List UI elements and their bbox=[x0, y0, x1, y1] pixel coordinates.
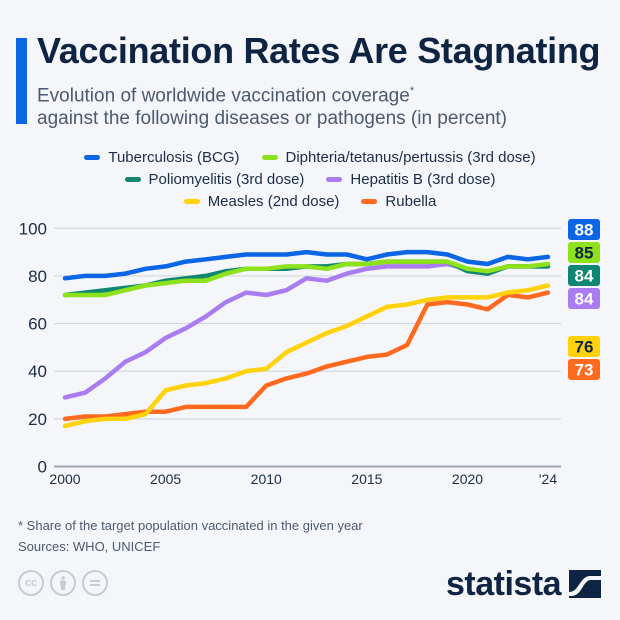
legend-item-rubella: Rubella bbox=[361, 193, 436, 210]
legend-label-bcg: Tuberculosis (BCG) bbox=[108, 148, 240, 166]
attribution-icon[interactable] bbox=[50, 570, 76, 596]
end-label-badge: 84 bbox=[568, 288, 600, 309]
legend-swatch-measles bbox=[183, 198, 200, 204]
end-label-value: 76 bbox=[575, 338, 594, 357]
x-tick-label: '24 bbox=[539, 471, 557, 487]
statista-logo-icon bbox=[569, 570, 602, 598]
y-tick-label: 80 bbox=[28, 267, 47, 286]
x-tick-label: 2010 bbox=[251, 471, 282, 487]
x-tick-label: 2000 bbox=[49, 471, 80, 487]
license-icons: cc bbox=[18, 570, 108, 596]
legend-item-polio: Poliomyelitis (3rd dose) bbox=[124, 170, 305, 188]
statista-wordmark: statista bbox=[446, 565, 562, 603]
legend-item-hepb: Hepatitis B (3rd dose) bbox=[326, 171, 495, 188]
footnote: * Share of the target population vaccina… bbox=[18, 518, 363, 533]
legend-row: Measles (2nd dose) Rubella bbox=[0, 190, 620, 212]
legend-row: Poliomyelitis (3rd dose) Hepatitis B (3r… bbox=[0, 168, 620, 190]
legend-item-bcg: Tuberculosis (BCG) bbox=[84, 148, 240, 166]
end-label-bg bbox=[568, 288, 600, 309]
end-value-labels: 88 85 84 84 76 73 bbox=[568, 219, 600, 380]
no-derivatives-icon[interactable] bbox=[82, 570, 108, 596]
x-tick-label: 2005 bbox=[150, 471, 181, 487]
series-line-4 bbox=[62, 283, 551, 429]
series-lines bbox=[62, 249, 551, 429]
x-axis-ticks: 2000 2005 2010 2015 2020 '24 bbox=[49, 471, 557, 487]
end-label-value: 73 bbox=[575, 361, 594, 380]
series-line-0 bbox=[62, 249, 551, 281]
subtitle-line-2: against the following diseases or pathog… bbox=[37, 108, 508, 130]
end-label-bg bbox=[568, 265, 600, 286]
legend-item-dtp: Diphteria/tetanus/pertussis (3rd dose) bbox=[261, 148, 536, 166]
title-accent-bar bbox=[16, 38, 27, 124]
series-line-1 bbox=[62, 259, 551, 298]
legend-label-dtp: Diphteria/tetanus/pertussis (3rd dose) bbox=[285, 148, 536, 166]
legend-row: Tuberculosis (BCG) Diphteria/tetanus/per… bbox=[0, 146, 620, 168]
legend-swatch-rubella bbox=[361, 198, 378, 204]
y-tick-label: 40 bbox=[28, 362, 47, 381]
end-label-badge: 85 bbox=[568, 242, 600, 263]
subtitle-asterisk: * bbox=[409, 85, 415, 97]
y-tick-label: 100 bbox=[19, 219, 47, 238]
end-label-bg bbox=[568, 219, 600, 240]
footer-notes: * Share of the target population vaccina… bbox=[18, 515, 363, 557]
end-label-bg bbox=[568, 336, 600, 357]
chart-subtitle: Evolution of worldwide vaccination cover… bbox=[37, 80, 507, 130]
legend-swatch-hepb bbox=[326, 176, 343, 182]
end-label-value: 84 bbox=[575, 290, 594, 309]
end-label-bg bbox=[568, 359, 600, 380]
end-label-value: 84 bbox=[575, 267, 594, 286]
end-label-badge: 73 bbox=[568, 359, 600, 380]
chart-title: Vaccination Rates Are Stagnating bbox=[37, 30, 601, 71]
subtitle-line-1: Evolution of worldwide vaccination cover… bbox=[37, 85, 410, 107]
end-label-value: 85 bbox=[575, 244, 594, 263]
chart-legend: Tuberculosis (BCG) Diphteria/tetanus/per… bbox=[0, 146, 620, 212]
sources: Sources: WHO, UNICEF bbox=[18, 539, 161, 554]
y-tick-label: 0 bbox=[38, 458, 47, 477]
y-axis-ticks: 0 20 40 60 80 100 bbox=[19, 219, 47, 476]
end-label-badge: 76 bbox=[568, 336, 600, 357]
end-label-badge: 84 bbox=[568, 265, 600, 286]
legend-swatch-polio bbox=[124, 176, 141, 182]
cc-icon[interactable]: cc bbox=[18, 570, 44, 596]
legend-swatch-dtp bbox=[261, 154, 278, 160]
legend-label-measles: Measles (2nd dose) bbox=[207, 192, 340, 210]
legend-label-hepb: Hepatitis B (3rd dose) bbox=[350, 170, 496, 188]
x-tick-label: 2015 bbox=[351, 471, 382, 487]
legend-swatch-bcg bbox=[84, 154, 101, 160]
legend-label-polio: Poliomyelitis (3rd dose) bbox=[148, 170, 305, 188]
series-line-3 bbox=[62, 261, 551, 400]
y-tick-label: 20 bbox=[28, 410, 47, 429]
end-label-bg bbox=[568, 242, 600, 263]
legend-item-measles: Measles (2nd dose) bbox=[183, 192, 340, 210]
end-label-badge: 88 bbox=[568, 219, 600, 240]
legend-label-rubella: Rubella bbox=[385, 192, 437, 210]
x-tick-label: 2020 bbox=[452, 471, 483, 487]
y-tick-label: 60 bbox=[28, 315, 47, 334]
end-label-value: 88 bbox=[575, 221, 594, 240]
statista-logo[interactable]: statista bbox=[446, 565, 602, 603]
